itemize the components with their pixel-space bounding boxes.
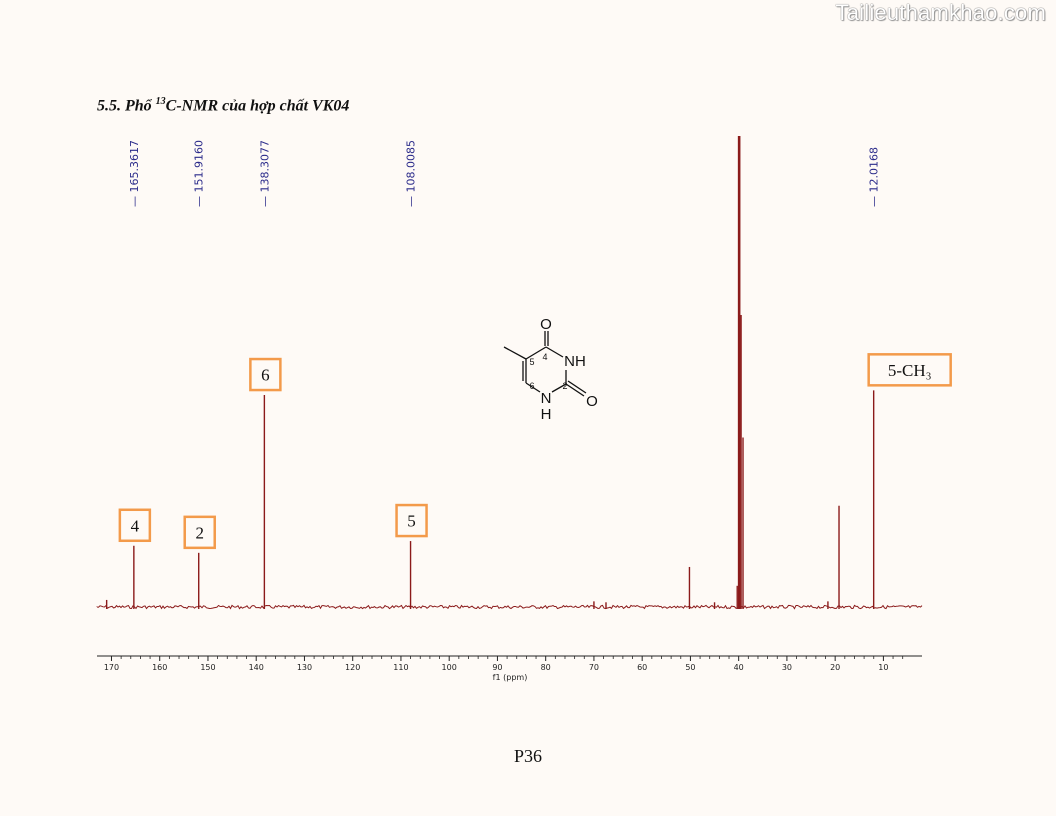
assignment-label-5: 5 xyxy=(407,512,416,531)
tick-label-50: 50 xyxy=(685,663,695,672)
peak-label-165.3617: — 165.3617 xyxy=(128,140,141,207)
title-superscript: 13 xyxy=(155,96,166,107)
tick-label-120: 120 xyxy=(345,663,360,672)
bond-c4-c5 xyxy=(525,346,547,360)
atom-nh3: NH xyxy=(564,353,586,370)
watermark-text: Tailieuthamkhao.com xyxy=(835,0,1046,25)
tick-label-20: 20 xyxy=(830,663,840,672)
bond-c4-n3 xyxy=(545,346,564,358)
x-axis-title: f1 (ppm) xyxy=(493,673,528,682)
peak-label-group: — 165.3617 — 151.9160 — 138.3077 — 108.0085… xyxy=(128,140,881,207)
x-axis: 170 160 150 140 130 120 110 100 90 80 70 60 50 40 30 20… xyxy=(97,655,922,672)
tick-label-130: 130 xyxy=(297,663,312,672)
assignment-label-6: 6 xyxy=(261,366,270,385)
position-5: 5 xyxy=(529,357,534,367)
assignment-annotations: 4 2 6 5 5-CH₃ xyxy=(118,353,952,550)
baseline-noise xyxy=(96,604,923,610)
peak-label-151.9160: — 151.9160 xyxy=(193,140,206,207)
position-4: 4 xyxy=(542,352,547,362)
tick-label-150: 150 xyxy=(200,663,215,672)
tick-label-80: 80 xyxy=(541,663,551,672)
peak-label-108.0085: — 108.0085 xyxy=(405,140,418,207)
tick-label-110: 110 xyxy=(393,663,408,672)
section-title: 5.5. Phổ 13C-NMR của hợp chất VK04 xyxy=(97,96,349,115)
tick-label-160: 160 xyxy=(152,663,167,672)
molecule-structure xyxy=(503,331,587,397)
tick-label-10: 10 xyxy=(878,663,888,672)
spectrum-group xyxy=(96,136,923,610)
assignment-box-6 xyxy=(249,357,282,392)
peak-label-138.3077: — 138.3077 xyxy=(258,140,271,207)
bond-c2-o2-double xyxy=(567,380,587,394)
assignment-box-5 xyxy=(395,503,428,538)
position-2: 2 xyxy=(562,381,567,391)
atom-h1: H xyxy=(541,406,552,423)
assignment-box-methyl xyxy=(867,353,952,387)
tick-label-140: 140 xyxy=(249,663,264,672)
tick-label-90: 90 xyxy=(492,663,502,672)
tick-label-70: 70 xyxy=(589,663,599,672)
tick-label-100: 100 xyxy=(442,663,457,672)
assignment-box-2 xyxy=(183,515,216,550)
tick-label-60: 60 xyxy=(637,663,647,672)
assignment-label-methyl: 5-CH₃ xyxy=(888,361,932,380)
title-suffix: C-NMR của hợp chất VK04 xyxy=(165,97,350,115)
page-number: P36 xyxy=(513,746,542,766)
bond-c5-methyl xyxy=(503,346,527,360)
position-6: 6 xyxy=(529,381,534,391)
bond-c6-n1 xyxy=(525,382,541,393)
atom-o2: O xyxy=(586,393,598,410)
atom-n1: N xyxy=(541,390,552,407)
tick-label-40: 40 xyxy=(734,663,744,672)
peak-label-12.0168: — 12.0168 xyxy=(868,147,881,207)
bond-c2-o2 xyxy=(565,383,585,397)
assignment-label-4: 4 xyxy=(131,516,140,535)
tick-label-30: 30 xyxy=(782,663,792,672)
assignment-label-2: 2 xyxy=(195,523,204,542)
assignment-box-4 xyxy=(118,508,152,543)
tick-label-170: 170 xyxy=(104,663,119,672)
bond-n1-c2 xyxy=(551,383,567,393)
title-prefix: 5.5. Phổ xyxy=(97,97,156,115)
atom-o4: O xyxy=(540,316,552,333)
